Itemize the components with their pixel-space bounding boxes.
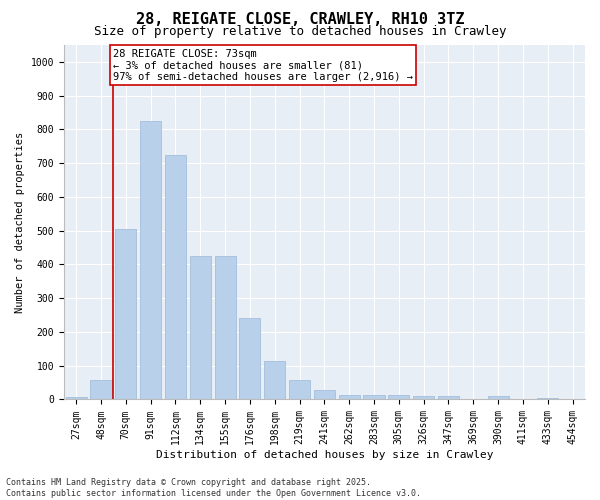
Text: Size of property relative to detached houses in Crawley: Size of property relative to detached ho…: [94, 25, 506, 38]
Bar: [215, 256, 236, 400]
Bar: [488, 396, 509, 400]
Bar: [388, 394, 409, 400]
Bar: [289, 380, 310, 400]
Bar: [140, 121, 161, 400]
Bar: [65, 397, 87, 400]
Bar: [537, 398, 559, 400]
Y-axis label: Number of detached properties: Number of detached properties: [15, 132, 25, 313]
Text: Contains HM Land Registry data © Crown copyright and database right 2025.
Contai: Contains HM Land Registry data © Crown c…: [6, 478, 421, 498]
Bar: [115, 229, 136, 400]
Bar: [314, 390, 335, 400]
Bar: [338, 394, 360, 400]
Bar: [264, 360, 285, 400]
Text: 28, REIGATE CLOSE, CRAWLEY, RH10 3TZ: 28, REIGATE CLOSE, CRAWLEY, RH10 3TZ: [136, 12, 464, 28]
Text: 28 REIGATE CLOSE: 73sqm
← 3% of detached houses are smaller (81)
97% of semi-det: 28 REIGATE CLOSE: 73sqm ← 3% of detached…: [113, 48, 413, 82]
X-axis label: Distribution of detached houses by size in Crawley: Distribution of detached houses by size …: [155, 450, 493, 460]
Bar: [91, 380, 112, 400]
Bar: [239, 318, 260, 400]
Bar: [438, 396, 459, 400]
Bar: [364, 394, 385, 400]
Bar: [165, 154, 186, 400]
Bar: [413, 396, 434, 400]
Bar: [190, 256, 211, 400]
